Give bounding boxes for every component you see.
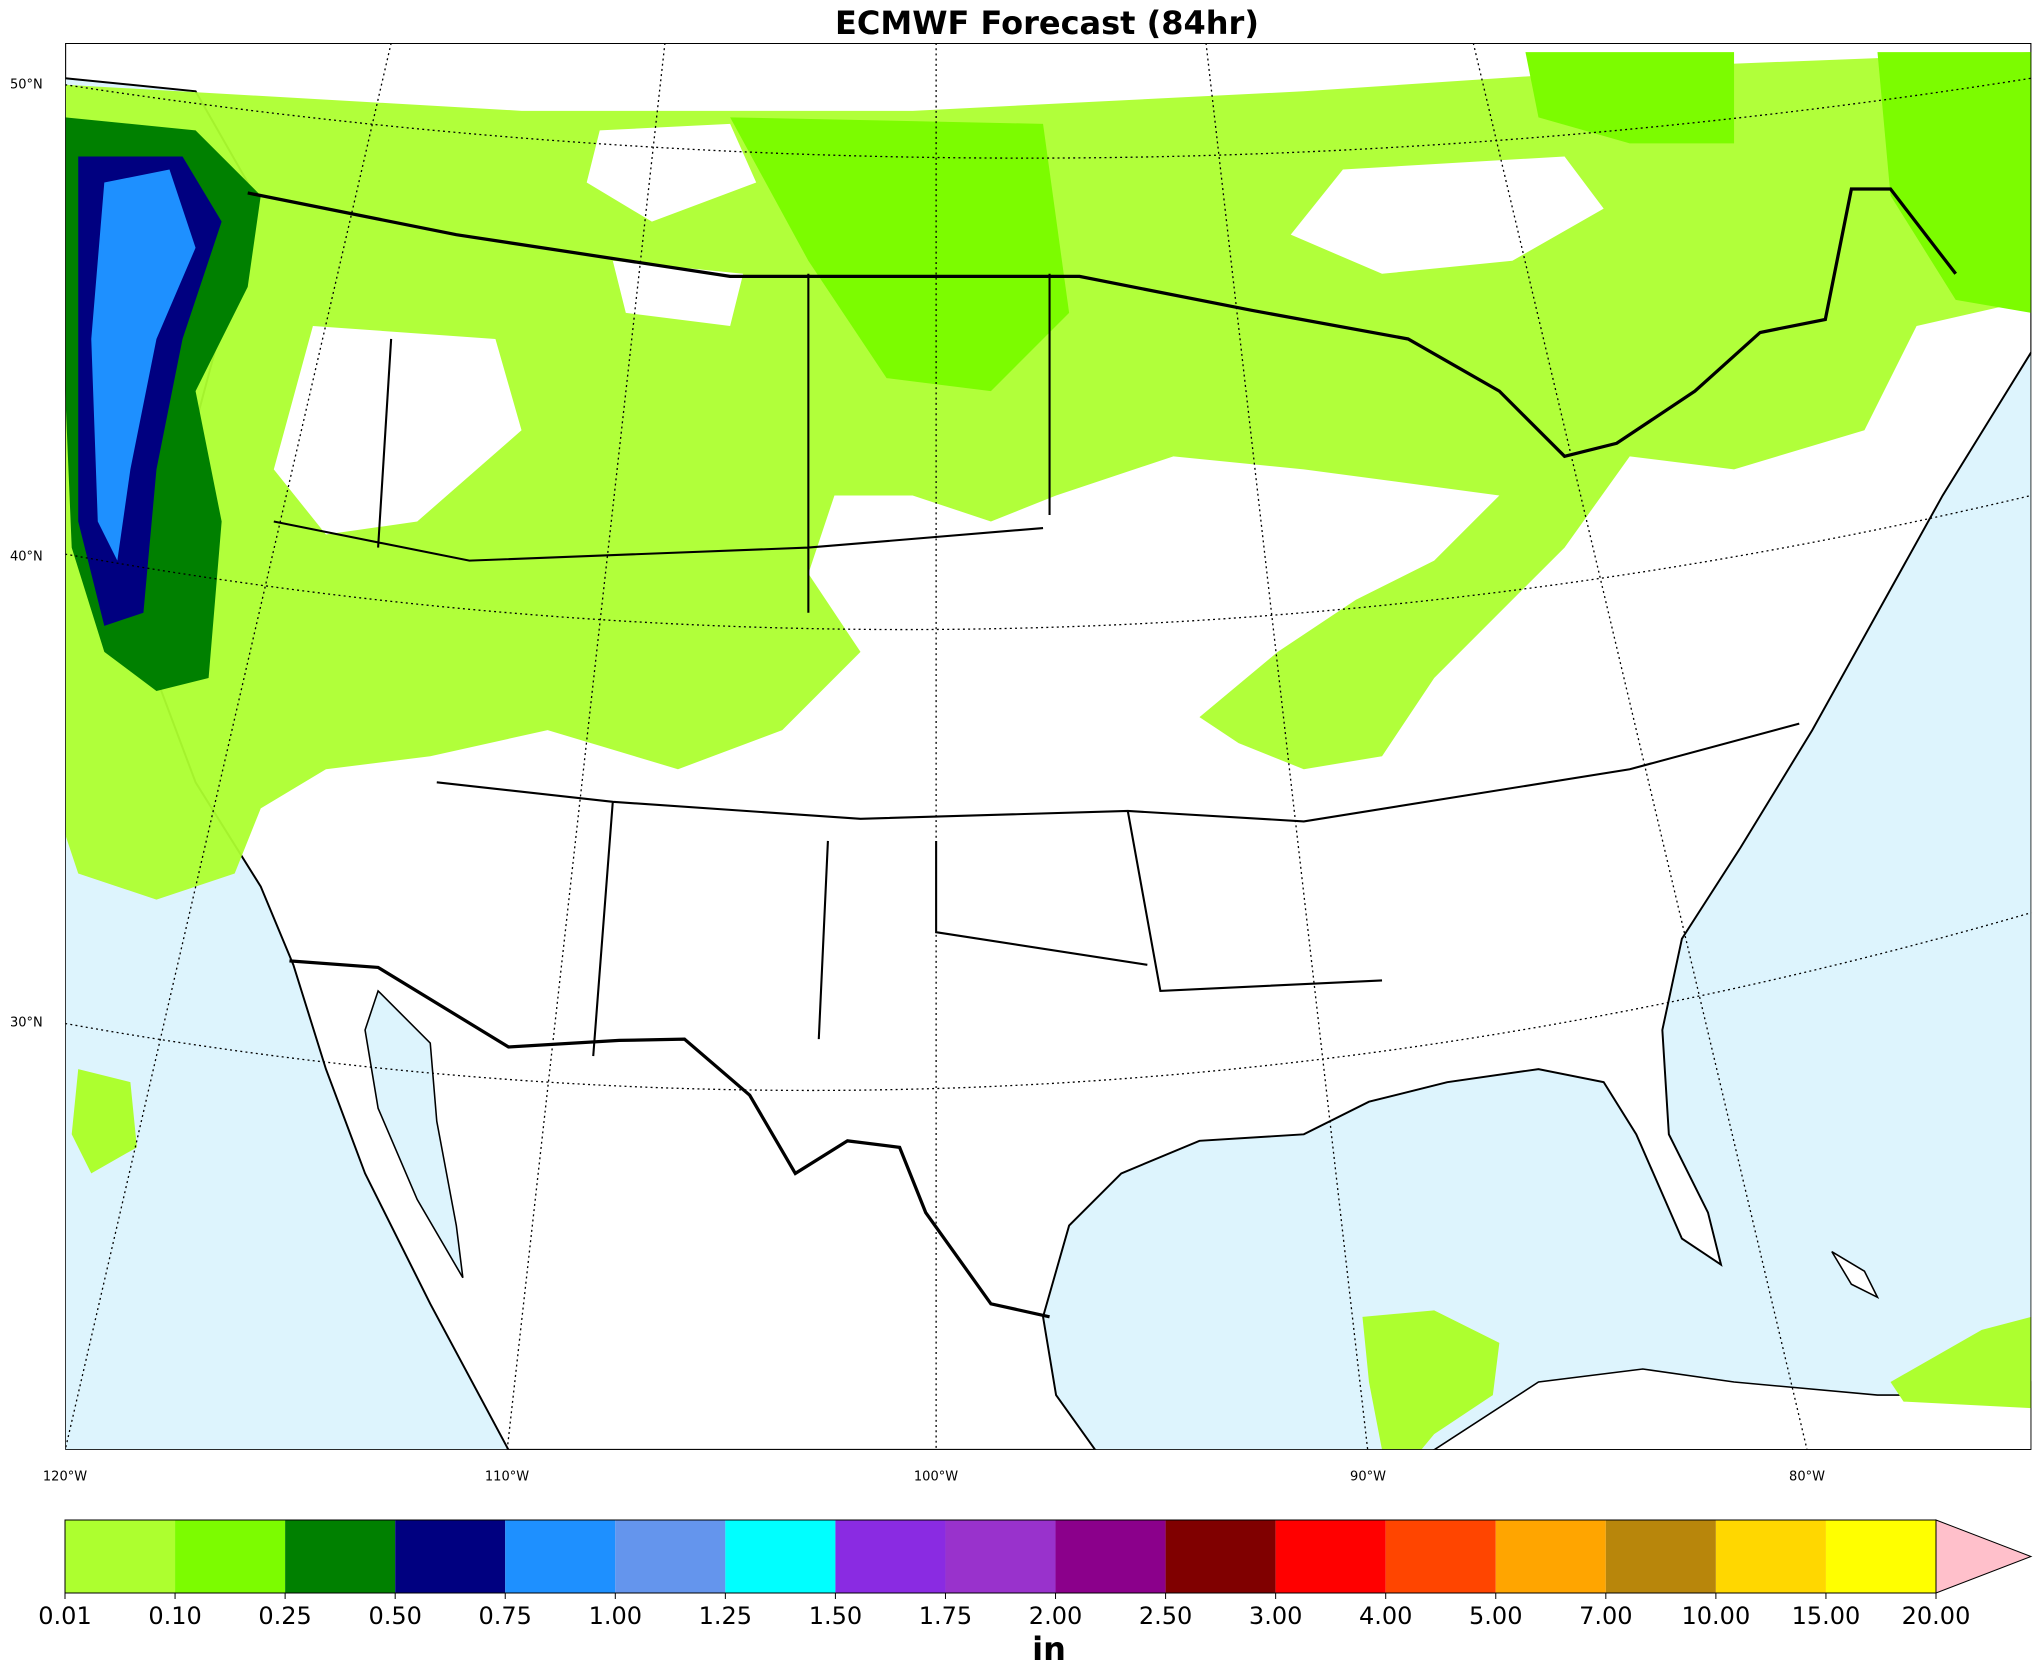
colorbar-swatch bbox=[1495, 1520, 1606, 1593]
borders bbox=[247, 187, 1957, 1319]
lon-label: 80°W bbox=[1789, 1470, 1825, 1485]
precip-white-gap bbox=[273, 123, 1604, 535]
colorbar-swatch bbox=[285, 1520, 396, 1593]
colorbar-tick-label: 5.00 bbox=[1469, 1602, 1522, 1630]
colorbar-tick-label: 0.50 bbox=[368, 1602, 421, 1630]
colorbar-swatch bbox=[945, 1520, 1056, 1593]
colorbar-unit: in bbox=[1032, 1630, 1066, 1666]
yucatan bbox=[1432, 1368, 2032, 1450]
colorbar-swatch bbox=[1385, 1520, 1496, 1593]
colorbar-tick-label: 0.10 bbox=[148, 1602, 201, 1630]
colorbar-tick-label: 0.75 bbox=[479, 1602, 532, 1630]
colorbar-swatch bbox=[505, 1520, 616, 1593]
colorbar-tick-label: 1.50 bbox=[809, 1602, 862, 1630]
colorbar-tick-label: 1.00 bbox=[589, 1602, 642, 1630]
precip-west-peak bbox=[91, 169, 196, 561]
colorbar-tick-label: 2.00 bbox=[1029, 1602, 1082, 1630]
title: ECMWF Forecast (84hr) bbox=[835, 4, 1259, 42]
colorbar-tick-label: 4.00 bbox=[1359, 1602, 1412, 1630]
baja-gulf bbox=[364, 989, 464, 1279]
colorbar-frame bbox=[64, 1519, 1937, 1594]
colorbar-swatch bbox=[1055, 1520, 1166, 1593]
cuba bbox=[1831, 1250, 1880, 1300]
colorbar-tick-label: 2.50 bbox=[1139, 1602, 1192, 1630]
lat-label: 30°N bbox=[10, 1016, 43, 1031]
colorbar-swatch bbox=[1715, 1520, 1826, 1593]
colorbar-swatch bbox=[1605, 1520, 1716, 1593]
colorbar-tick-label: 15.00 bbox=[1792, 1602, 1861, 1630]
map bbox=[65, 43, 2032, 1450]
colorbar-extend bbox=[1935, 1519, 2033, 1594]
lat-label: 40°N bbox=[10, 550, 43, 565]
colorbar-swatch bbox=[835, 1520, 946, 1593]
colorbar-tick-label: 1.25 bbox=[699, 1602, 752, 1630]
lon-label: 100°W bbox=[914, 1470, 958, 1485]
precip-light bbox=[65, 52, 2032, 900]
lat-label: 50°N bbox=[10, 78, 43, 93]
lon-label: 110°W bbox=[485, 1470, 529, 1485]
colorbar-tick-label: 3.00 bbox=[1249, 1602, 1302, 1630]
colorbar-tick-label: 10.00 bbox=[1682, 1602, 1751, 1630]
colorbar-swatch bbox=[65, 1520, 176, 1593]
lon-label: 120°W bbox=[43, 1470, 87, 1485]
colorbar-swatch bbox=[1825, 1520, 1936, 1593]
graticule bbox=[65, 43, 2032, 1450]
colorbar-swatch bbox=[175, 1520, 286, 1593]
colorbar-swatch bbox=[395, 1520, 506, 1593]
colorbar-tick-label: 20.00 bbox=[1902, 1602, 1971, 1630]
lon-label: 90°W bbox=[1350, 1470, 1386, 1485]
precip-medium bbox=[730, 52, 2032, 392]
colorbar-tick-label: 0.25 bbox=[258, 1602, 311, 1630]
colorbar-tick-label: 1.75 bbox=[919, 1602, 972, 1630]
colorbar-tick-label: 7.00 bbox=[1579, 1602, 1632, 1630]
colorbar-swatch bbox=[725, 1520, 836, 1593]
colorbar-swatch bbox=[1275, 1520, 1386, 1593]
colorbar-swatch bbox=[1165, 1520, 1276, 1593]
colorbar-swatch bbox=[615, 1520, 726, 1593]
colorbar-tick-label: 0.01 bbox=[38, 1602, 91, 1630]
